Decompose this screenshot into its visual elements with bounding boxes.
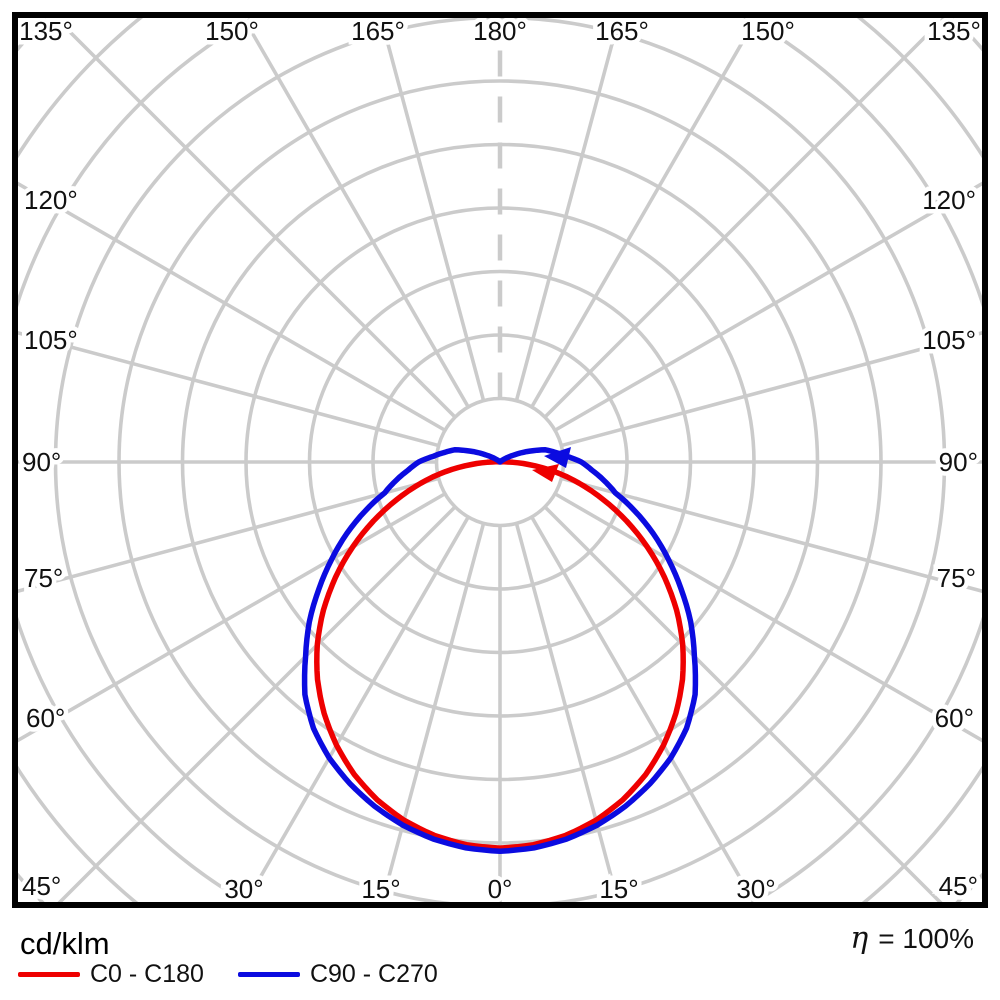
angle-label: 15° (599, 874, 638, 904)
curve-direction-arrow (532, 464, 559, 482)
grid-radial-line (543, 505, 943, 902)
legend-item-c0-c180: C0 - C180 (18, 962, 204, 987)
grid-radial-line (514, 522, 620, 902)
grid-radial-line (543, 18, 947, 419)
grid-radial-line (379, 18, 486, 402)
angle-label: 0° (488, 874, 513, 904)
angle-label: 135° (19, 16, 73, 46)
angle-label: 150° (205, 16, 259, 46)
angle-label: 75° (24, 563, 63, 593)
angle-label: 105° (24, 325, 78, 355)
angle-label: 120° (922, 185, 976, 215)
legend: C0 - C180 C90 - C270 (18, 962, 438, 987)
angle-label: 180° (473, 16, 527, 46)
angle-label: 120° (24, 185, 78, 215)
grid-radial-line (53, 18, 457, 419)
angle-label: 15° (361, 874, 400, 904)
angle-label: 45° (939, 871, 978, 901)
efficiency-label: η = 100% (850, 924, 974, 954)
grid-radial-line (18, 492, 446, 743)
angle-label: 165° (595, 16, 649, 46)
angle-label: 90° (939, 447, 978, 477)
curve-direction-arrow (544, 447, 571, 468)
grid-radial-line (18, 476, 440, 594)
angle-label: 165° (351, 16, 405, 46)
angle-labels: 135° 150° 165° 180° 165° 150° 135° 120° 105° 90° 7… (15, 12, 986, 909)
angle-label: 105° (922, 325, 976, 355)
angle-label: 45° (22, 871, 61, 901)
angle-label: 60° (26, 703, 65, 733)
grid-radial-line (560, 330, 982, 448)
grid-radial-line (243, 516, 470, 902)
efficiency-value: = 100% (878, 923, 974, 954)
legend-label-c0-c180: C0 - C180 (90, 960, 204, 988)
angle-label: 135° (927, 16, 981, 46)
angle-label: 150° (741, 16, 795, 46)
radial-unit-label: cd/klm (20, 926, 110, 961)
chart-border (12, 12, 988, 908)
grid-radial-line (241, 18, 470, 408)
legend-swatch-c90-c270 (237, 972, 300, 977)
grid-radial-line (380, 522, 486, 902)
grid-radial-line (560, 476, 982, 594)
grid-radial-line (18, 181, 446, 432)
grid-radial-line (514, 18, 621, 402)
curves (301, 447, 699, 855)
grid-radial-line (554, 181, 982, 432)
grid-radial-line (554, 492, 982, 743)
grid-radial-line (530, 18, 759, 408)
grid-radial-line (57, 505, 457, 902)
eta-symbol: η (850, 921, 869, 956)
angle-label: 90° (22, 447, 61, 477)
angle-label: 75° (937, 563, 976, 593)
legend-item-c90-c270: C90 - C270 (237, 960, 438, 988)
angle-label: 30° (224, 874, 263, 904)
grid-radial-line (530, 516, 757, 902)
legend-label-c90-c270: C90 - C270 (309, 960, 438, 988)
c0-c180-curve (314, 459, 686, 851)
angle-label: 60° (935, 703, 974, 733)
angle-label: 30° (736, 874, 775, 904)
c90-c270-curve (301, 447, 699, 855)
grid-radial-line (18, 330, 440, 448)
legend-swatch-c0-c180 (18, 972, 80, 977)
